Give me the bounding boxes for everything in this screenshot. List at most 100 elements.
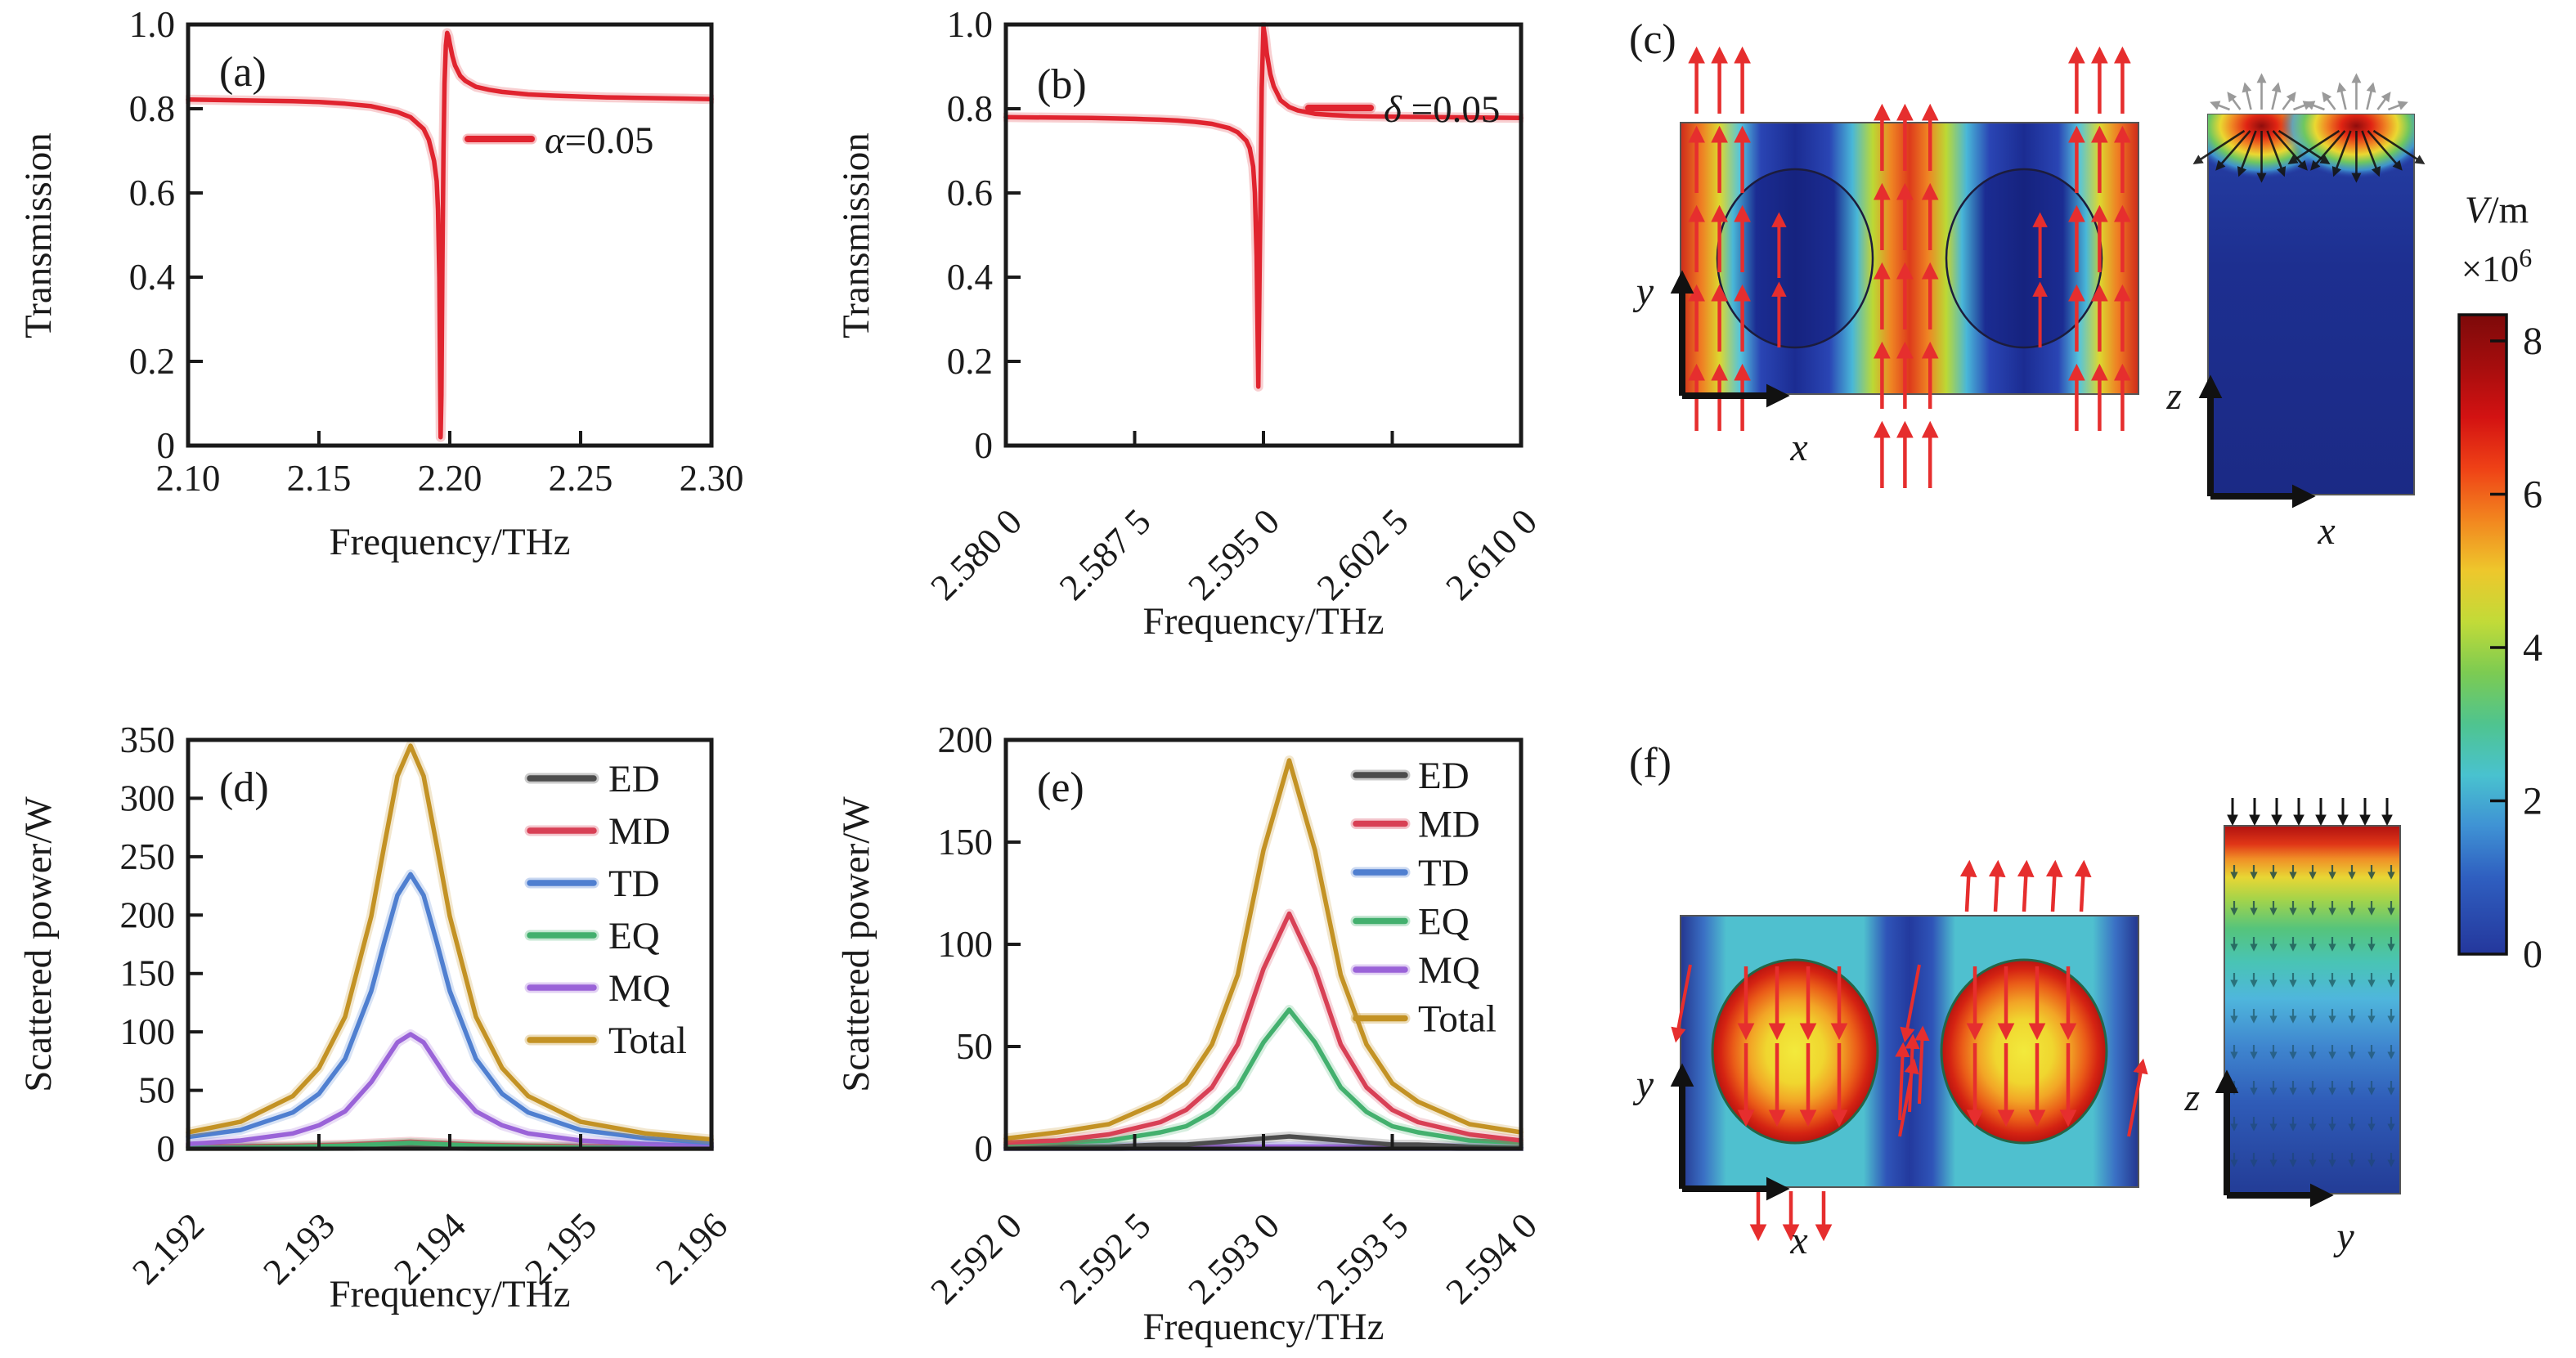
field-arrow (1900, 964, 1921, 1043)
y-tick-label: 300 (120, 778, 176, 818)
legend-label-TD: TD (1418, 852, 1470, 894)
field-arrow (2045, 859, 2063, 912)
field-arrow (2210, 101, 2230, 111)
c-xz-field-map (2207, 114, 2415, 495)
legend-var: α (545, 119, 566, 162)
legend-label-Total: Total (608, 1020, 687, 1062)
panel-c: (c) y x z x (1629, 16, 2426, 553)
y-tick-label: 0.8 (947, 88, 993, 129)
field-arrow (2287, 129, 2340, 164)
y-tick-label: 0.4 (129, 257, 175, 298)
series-line-Total (1003, 758, 1524, 1141)
colorbar-title-unit: /m (2488, 189, 2529, 231)
y-tick-label: 0.4 (947, 257, 993, 298)
panel-f: (f) y x z y (1629, 740, 2401, 1262)
panel-letter-b: (b) (1037, 61, 1087, 108)
y-axis-label: Transmission (835, 132, 877, 338)
legend-value: =0.05 (565, 119, 654, 162)
series-group-a (186, 28, 714, 442)
field-arrow (2278, 129, 2331, 164)
y-tick-label: 200 (938, 719, 994, 760)
field-arrow (2372, 129, 2426, 164)
f-zy-down-arrow-rows (2230, 865, 2395, 1168)
panel-letter-c: (c) (1629, 16, 1676, 63)
axis-letter-vertical: y (1632, 270, 1654, 313)
f-zy-top-black-arrows (2227, 798, 2393, 827)
y-tick-label: 0 (975, 1128, 994, 1169)
series-group-b (1003, 22, 1524, 392)
series-line-transmission-alpha-0.05 (186, 30, 714, 440)
field-arrow (2367, 130, 2403, 171)
y-tick-label: 0 (157, 425, 176, 466)
field-arrow (2361, 130, 2381, 177)
c-xy-red-field-arrows (1688, 46, 2131, 488)
axis-letter-vertical: y (1632, 1063, 1654, 1106)
y-tick-label: 100 (120, 1011, 176, 1052)
chart-panel-a: 2.10 2.15 2.20 2.25 2.30 0 0.2 0.4 0.6 0.8 1.0 Freq… (17, 4, 743, 563)
legend-label-ED: ED (1418, 755, 1470, 797)
f-disk-cross-section (1711, 958, 1879, 1145)
legend-label-EQ: EQ (608, 915, 660, 957)
x-tick-label: 2.587 5 (1052, 501, 1159, 608)
field-arrow (2215, 130, 2251, 171)
x-tick-label: 2.10 (156, 458, 221, 499)
legend-label-EQ: EQ (1418, 901, 1470, 943)
field-arrow (2017, 859, 2035, 912)
y-tick-label: 0.2 (129, 341, 175, 382)
field-arrow (2074, 859, 2092, 912)
chart-panel-d: 2.192 2.193 2.194 2.195 2.196050100150200250… (17, 719, 735, 1315)
field-arrow (2242, 82, 2252, 110)
y-tick-label: 0.6 (129, 173, 175, 213)
legend-label-ED: ED (608, 758, 660, 800)
x-tick-label: 2.593 0 (1180, 1205, 1287, 1312)
f-xy-red-field-arrows (1671, 859, 2148, 1242)
x-tick-label: 2.580 0 (922, 501, 1030, 608)
x-axis-label: Frequency/THz (1143, 600, 1384, 643)
x-tick-label: 2.20 (418, 458, 482, 499)
y-tick-label: 200 (120, 894, 176, 935)
series-line-TD (186, 872, 714, 1145)
y-axis-label: Transmission (17, 132, 60, 338)
colorbar-tick-label: 4 (2523, 626, 2542, 670)
field-arrow (1988, 859, 2006, 912)
x-tick-label: 2.594 0 (1438, 1205, 1545, 1312)
panel-letter-e: (e) (1037, 764, 1084, 811)
y-tick-label: 1.0 (947, 4, 993, 45)
c-xz-gray-top-arrows (2210, 73, 2408, 111)
panel-letter-a: (a) (219, 49, 267, 96)
colorbar-scale-prefix: ×10 (2462, 249, 2519, 289)
field-arrow (2322, 92, 2336, 110)
f-disk-cross-section (1940, 958, 2108, 1145)
y-tick-label: 150 (938, 822, 994, 863)
field-arrow (1671, 964, 1692, 1043)
x-tick-label: 2.192 (124, 1205, 212, 1293)
field-arrow (2227, 92, 2242, 110)
y-tick-label: 50 (956, 1026, 993, 1067)
c-xz-black-arrow-fans (2192, 129, 2426, 183)
x-tick-label: 2.30 (680, 458, 744, 499)
panel-letter-d: (d) (219, 764, 269, 811)
x-tick-label: 2.602 5 (1309, 501, 1416, 608)
colorbar-gradient (2457, 313, 2508, 956)
field-arrow (2237, 130, 2257, 177)
field-arrow (2336, 82, 2347, 110)
x-axis-label: Frequency/THz (1143, 1306, 1384, 1348)
c-disk-cross-section (1945, 168, 2103, 349)
y-tick-label: 0.6 (947, 173, 993, 213)
field-arrow (2331, 130, 2352, 177)
x-tick-label: 2.595 0 (1180, 501, 1287, 608)
x-tick-label: 2.592 5 (1052, 1205, 1159, 1312)
x-axis-label: Frequency/THz (330, 1273, 571, 1315)
axis-letter-vertical: z (2183, 1076, 2200, 1119)
x-tick-label: 2.15 (287, 458, 352, 499)
series-line-MD (1003, 911, 1524, 1145)
y-tick-label: 1.0 (129, 4, 175, 45)
field-arrow (2304, 101, 2325, 111)
series-line-Total (186, 743, 714, 1142)
legend-label-MD: MD (608, 810, 671, 853)
field-arrow (2310, 130, 2346, 171)
axis-letter-horizontal: y (2332, 1215, 2354, 1258)
legend-label: α=0.05 (545, 119, 653, 162)
legend-label-Total: Total (1418, 998, 1497, 1041)
y-tick-label: 0 (157, 1128, 176, 1169)
